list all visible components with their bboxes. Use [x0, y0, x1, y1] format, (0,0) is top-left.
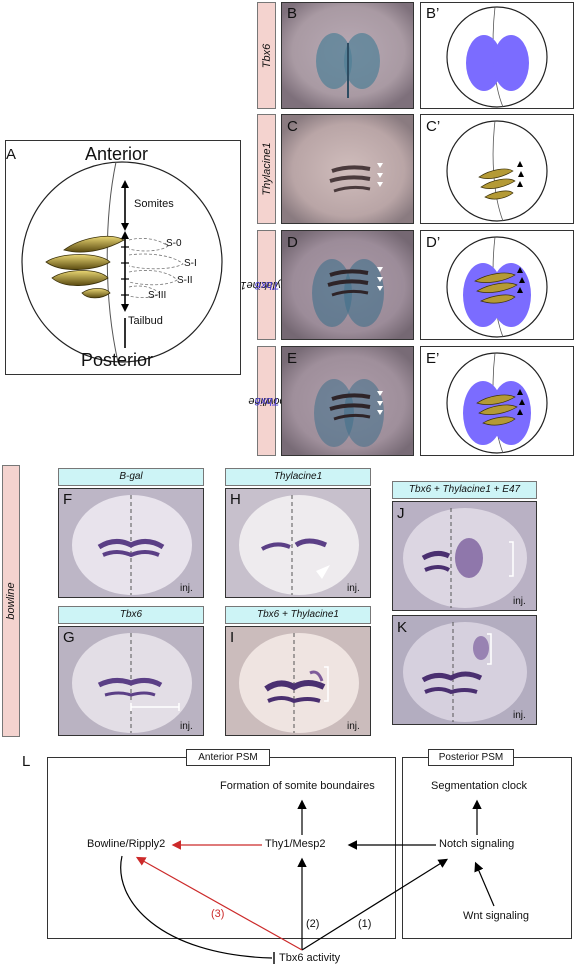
s2-label: S-II: [177, 275, 193, 286]
panel-letter-f: F: [63, 491, 73, 508]
photo-i: [225, 626, 371, 736]
s3-label: S-III: [148, 290, 167, 301]
bowline-ripply-label: Bowline/Ripply2: [87, 838, 166, 850]
schematic-b-prime: [420, 2, 574, 109]
panel-letter-l: L: [22, 753, 31, 770]
inj-label-k: inj.: [513, 710, 526, 721]
anterior-psm-title: Anterior PSM: [186, 749, 270, 766]
row-label-bowline: bowline: [2, 465, 20, 737]
tbx6-activity-label: Tbx6 activity: [279, 952, 341, 964]
tag-f: B-gal: [58, 468, 204, 486]
panel-letter-d-prime: D’: [426, 234, 441, 251]
schematic-c-prime: [420, 114, 574, 224]
photo-d: [281, 230, 414, 340]
posterior-label: Posterior: [81, 350, 154, 370]
anterior-label: Anterior: [85, 144, 149, 164]
panel-letter-b: B: [287, 5, 298, 22]
panel-letter-c-prime: C’: [426, 118, 441, 135]
photo-h: [225, 488, 371, 598]
panel-a-frame: [5, 140, 241, 375]
panel-letter-e: E: [287, 350, 298, 367]
label-3: (3): [211, 908, 225, 920]
thy-mesp-label: Thy1/Mesp2: [265, 838, 326, 850]
inj-label-g: inj.: [180, 721, 193, 732]
panel-letter-c: C: [287, 118, 298, 135]
panel-letter-a: A: [6, 146, 17, 163]
wnt-label: Wnt signaling: [463, 910, 530, 922]
tag-j: Tbx6 + Thylacine1 + E47: [392, 481, 537, 499]
photo-g: [58, 626, 204, 736]
row-label-b: Tbx6: [257, 2, 276, 109]
photo-j: [392, 501, 537, 611]
tag-i: Tbx6 + Thylacine1: [225, 606, 371, 624]
inj-label-h: inj.: [347, 583, 360, 594]
photo-b: [281, 2, 414, 109]
schematic-e-prime: [420, 346, 574, 456]
posterior-psm-title: Posterior PSM: [428, 749, 514, 766]
s0-label: S-0: [166, 238, 182, 249]
tag-h: Thylacine1: [225, 468, 371, 486]
photo-c: [281, 114, 414, 224]
s1-label: S-I: [184, 258, 197, 269]
row-label-d: Thylacine1 / Tbx6: [240, 230, 293, 340]
panel-letter-j: J: [397, 505, 405, 522]
inj-label-i: inj.: [347, 721, 360, 732]
panel-letter-h: H: [230, 491, 241, 508]
schematic-d-prime: [420, 230, 574, 340]
formation-label: Formation of somite boundaires: [220, 780, 375, 792]
photo-e: [281, 346, 414, 456]
clock-label: Segmentation clock: [431, 780, 527, 792]
tailbud-label: Tailbud: [128, 315, 163, 327]
row-label-e: bowline / Tbx6: [248, 346, 285, 456]
panel-letter-i: I: [230, 629, 235, 646]
row-label-c: Thylacine1: [257, 114, 276, 224]
somites-label: Somites: [134, 198, 174, 210]
photo-f: [58, 488, 204, 598]
panel-letter-b-prime: B’: [426, 5, 440, 22]
label-1: (1): [358, 918, 372, 930]
photo-k: [392, 615, 537, 725]
panel-letter-d: D: [287, 234, 298, 251]
inj-label-j: inj.: [513, 596, 526, 607]
tag-g: Tbx6: [58, 606, 204, 624]
inj-label-f: inj.: [180, 583, 193, 594]
panel-letter-e-prime: E’: [426, 350, 440, 367]
panel-letter-k: K: [397, 619, 408, 636]
notch-label: Notch signaling: [439, 838, 515, 850]
label-2: (2): [306, 918, 320, 930]
panel-letter-g: G: [63, 629, 75, 646]
